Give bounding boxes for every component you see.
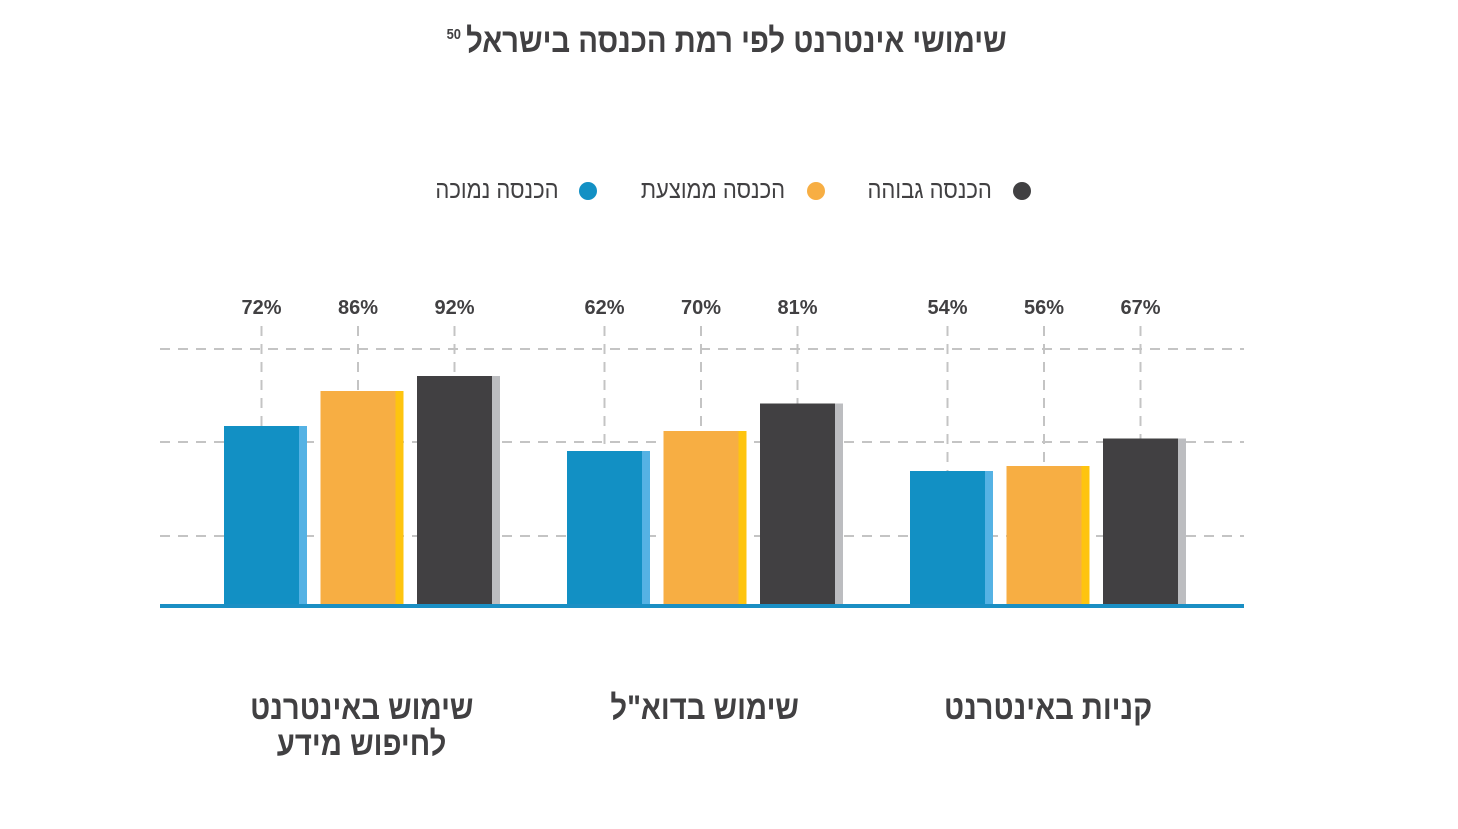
category-label: שימוש בדוא"ל: [545, 690, 865, 726]
legend-dot-low-icon: [579, 181, 598, 200]
chart-title-text: שימושי אינטרנט לפי רמת הכנסה בישראל: [466, 22, 1008, 60]
chart-title: שימושי אינטרנט לפי רמת הכנסה בישראל50: [0, 22, 1458, 61]
bar-side: [835, 403, 843, 606]
legend-dot-high-icon: [1012, 181, 1031, 200]
bar: [224, 426, 299, 606]
bar-side: [395, 391, 404, 606]
legend-item-high: הכנסה גבוהה: [859, 176, 1031, 205]
data-label: 81%: [777, 297, 817, 319]
bar: [1006, 466, 1082, 606]
data-label: 86%: [338, 297, 378, 319]
data-label: 54%: [927, 297, 967, 319]
data-label: 70%: [681, 297, 721, 319]
data-label: 67%: [1120, 297, 1160, 319]
bar-side: [738, 431, 747, 606]
legend: הכנסה גבוהה הכנסה ממוצעת הכנסה נמוכה: [0, 176, 1458, 205]
bar-side: [492, 376, 500, 606]
bar: [417, 376, 492, 606]
category-label: שימוש באינטרנט לחיפוש מידע: [202, 690, 522, 762]
bar-side: [642, 451, 650, 606]
bar: [663, 431, 739, 606]
legend-label-low: הכנסה נמוכה: [435, 176, 559, 204]
bar-side: [299, 426, 307, 606]
bar: [320, 391, 396, 606]
bar-side: [985, 471, 993, 606]
data-label: 92%: [434, 297, 474, 319]
bar: [1103, 438, 1178, 606]
legend-item-low: הכנסה נמוכה: [427, 176, 598, 205]
bar: [910, 471, 985, 606]
data-label: 56%: [1024, 297, 1064, 319]
bar-side: [1081, 466, 1090, 606]
legend-label-high: הכנסה גבוהה: [867, 176, 993, 204]
data-label: 72%: [241, 297, 281, 319]
category-label: קניות באינטרנט: [888, 690, 1208, 726]
title-footnote: 50: [446, 26, 462, 43]
category-label-line: לחיפוש מידע: [277, 725, 447, 763]
category-label-line: שימוש באינטרנט: [250, 689, 474, 727]
category-label-line: שימוש בדוא"ל: [610, 689, 800, 727]
legend-label-average: הכנסה ממוצעת: [641, 176, 786, 204]
legend-item-average: הכנסה ממוצעת: [631, 176, 826, 205]
bar: [567, 451, 642, 606]
bar: [760, 403, 835, 606]
category-label-line: קניות באינטרנט: [943, 689, 1153, 727]
legend-dot-average-icon: [807, 181, 826, 200]
bar-side: [1178, 438, 1186, 606]
data-label: 62%: [584, 297, 624, 319]
